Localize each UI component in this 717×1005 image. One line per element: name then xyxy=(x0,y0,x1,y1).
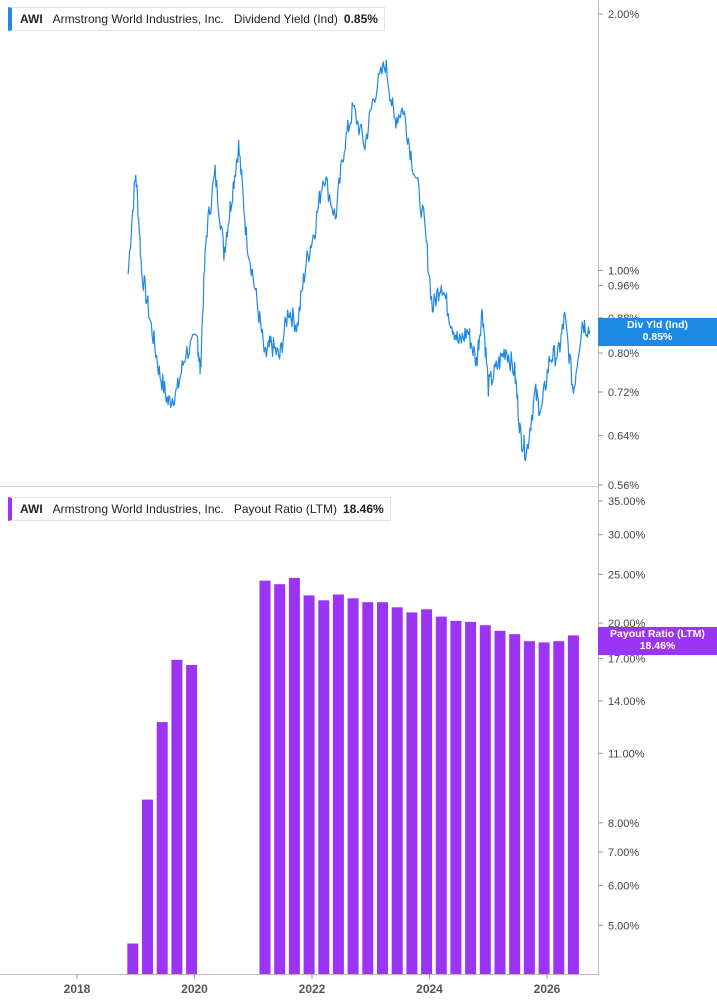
top-y-axis: 2.00%1.00%0.96%0.88%0.80%0.72%0.64%0.56% xyxy=(598,9,639,492)
payout-bar xyxy=(421,609,433,974)
y-tick-label: 25.00% xyxy=(608,569,646,581)
payout-bar xyxy=(377,602,388,974)
y-tick-label: 0.80% xyxy=(608,348,639,360)
payout-bar xyxy=(553,641,565,974)
payout-bar xyxy=(347,598,359,974)
legend-ticker: AWI xyxy=(20,502,43,516)
y-tick-label: 0.96% xyxy=(608,281,639,293)
legend-ticker: AWI xyxy=(20,12,43,26)
y-tick-label: 14.00% xyxy=(608,696,646,708)
payout-bar xyxy=(156,722,168,974)
payout-bar xyxy=(171,659,183,974)
y-tick-label: 7.00% xyxy=(608,847,639,859)
payout-bar xyxy=(567,635,579,974)
payout-bar xyxy=(538,642,550,974)
x-tick-label: 2020 xyxy=(181,982,208,996)
legend-value: 0.85% xyxy=(343,12,378,26)
payout-ratio-bars xyxy=(127,577,579,974)
x-tick-label: 2024 xyxy=(416,982,443,996)
y-tick-label: 0.72% xyxy=(608,387,639,399)
payout-bar xyxy=(479,625,491,974)
y-tick-label: 11.00% xyxy=(608,748,645,760)
legend-company: Armstrong World Industries, Inc. xyxy=(52,12,224,26)
legend-metric: Dividend Yield (Ind) xyxy=(233,12,338,26)
y-tick-label: 17.00% xyxy=(608,653,646,665)
payout-bar xyxy=(288,577,300,974)
legend-company: Armstrong World Industries, Inc. xyxy=(52,502,224,516)
payout-bar xyxy=(303,595,315,974)
y-tick-label: 30.00% xyxy=(608,530,646,542)
payout-bar xyxy=(362,602,374,974)
dividend-yield-value-tag: Div Yld (Ind) 0.85% xyxy=(598,318,717,346)
payout-bar xyxy=(259,580,271,974)
y-tick-label: 35.00% xyxy=(608,496,646,508)
y-tick-label: 6.00% xyxy=(608,881,639,893)
y-tick-label: 5.00% xyxy=(608,920,639,932)
dividend-yield-legend: AWI Armstrong World Industries, Inc. Div… xyxy=(8,7,385,31)
bottom-y-axis: 35.00%30.00%25.00%20.00%17.00%14.00%11.0… xyxy=(598,496,646,932)
payout-bar xyxy=(332,594,344,974)
payout-bar xyxy=(450,620,462,974)
x-tick-label: 2026 xyxy=(534,982,561,996)
payout-bar xyxy=(127,943,139,974)
tag-label: Div Yld (Ind) xyxy=(626,319,689,331)
payout-bar xyxy=(274,584,286,974)
x-axis: 2018 2020 2022 2024 2026 xyxy=(64,974,561,996)
payout-bar xyxy=(523,641,535,974)
dividend-yield-line xyxy=(127,59,591,462)
y-tick-label: 0.64% xyxy=(608,431,639,443)
y-tick-label: 2.00% xyxy=(608,9,639,21)
payout-bar xyxy=(318,600,330,974)
y-tick-label: 8.00% xyxy=(608,818,639,830)
tag-value: 0.85% xyxy=(642,331,673,343)
payout-bar xyxy=(142,799,153,974)
payout-bar xyxy=(186,665,198,974)
legend-metric: Payout Ratio (LTM) xyxy=(233,502,337,516)
payout-bar xyxy=(391,607,403,974)
payout-ratio-legend: AWI Armstrong World Industries, Inc. Pay… xyxy=(8,497,391,521)
payout-bar xyxy=(465,621,477,974)
payout-bar xyxy=(435,616,447,974)
payout-bar xyxy=(509,634,521,974)
x-tick-label: 2022 xyxy=(299,982,326,996)
y-tick-label: 0.56% xyxy=(608,480,639,492)
tag-label: Payout Ratio (LTM) xyxy=(610,628,705,640)
payout-ratio-value-tag: Payout Ratio (LTM) 18.46% xyxy=(598,627,717,655)
tag-value: 18.46% xyxy=(639,640,676,652)
y-tick-label: 1.00% xyxy=(608,265,639,277)
x-tick-label: 2018 xyxy=(64,982,91,996)
payout-bar xyxy=(406,612,418,974)
legend-value: 18.46% xyxy=(343,502,384,516)
payout-bar xyxy=(494,630,506,974)
